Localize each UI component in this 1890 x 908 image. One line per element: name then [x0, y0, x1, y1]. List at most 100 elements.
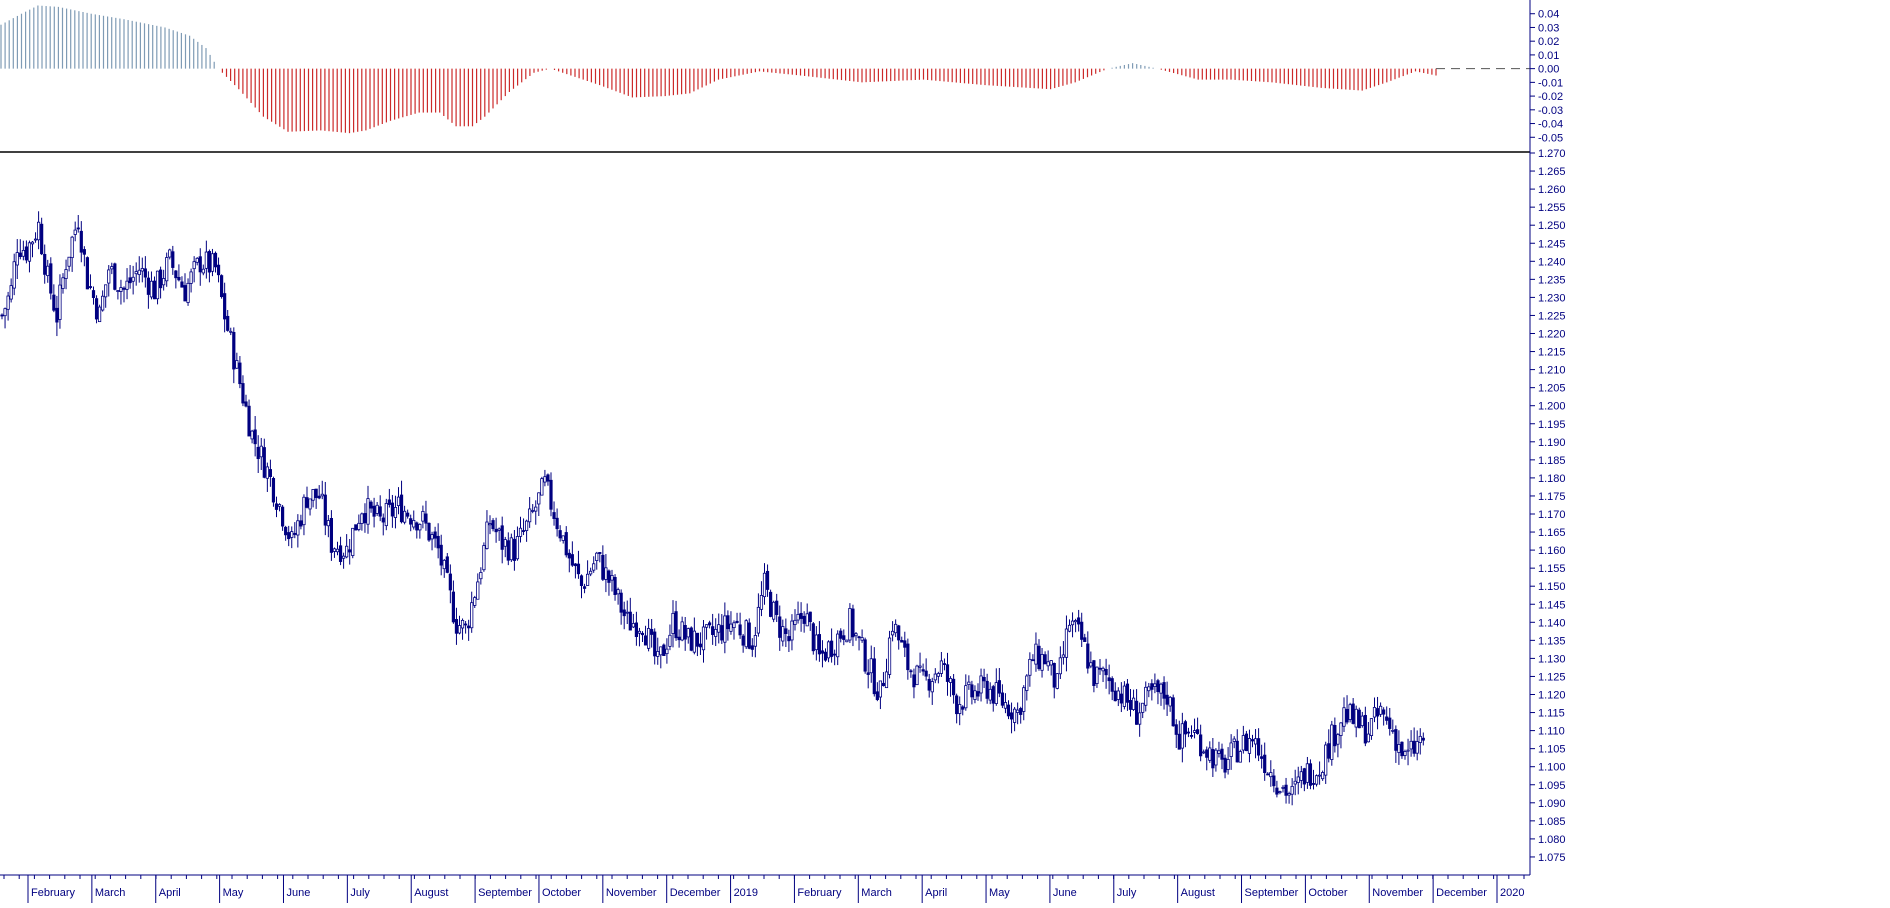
candlestick: [1052, 662, 1056, 699]
candlestick: [0, 313, 4, 320]
candlestick: [1382, 707, 1386, 726]
candlestick: [409, 514, 413, 532]
candlestick: [903, 631, 907, 658]
candlestick: [1415, 730, 1419, 761]
candlestick: [149, 271, 154, 300]
candlestick: [439, 534, 443, 576]
candlestick: [107, 265, 111, 297]
candlestick: [619, 589, 623, 625]
candlestick: [372, 497, 376, 528]
candlestick: [1345, 695, 1349, 725]
candlestick: [848, 603, 852, 644]
candlestick: [875, 682, 879, 702]
candlestick: [1174, 719, 1178, 748]
candlestick: [9, 278, 13, 303]
candlestick: [467, 619, 471, 641]
candlestick: [1086, 631, 1090, 674]
candlestick: [647, 618, 651, 652]
candlestick: [1177, 720, 1181, 750]
candlestick: [88, 274, 93, 290]
x-tick-label: June: [1053, 887, 1077, 899]
candlestick: [1287, 791, 1291, 804]
candlestick: [1406, 738, 1410, 766]
candlestick: [970, 680, 974, 705]
candlestick: [345, 534, 349, 559]
price-y-tick-label: 1.115: [1538, 708, 1565, 720]
x-tick-label: April: [159, 887, 181, 899]
candlestick: [1141, 702, 1145, 719]
candlestick: [1372, 697, 1377, 723]
candlestick: [552, 501, 556, 526]
candlestick: [1385, 706, 1389, 725]
candlestick: [21, 240, 25, 261]
candlestick: [555, 508, 559, 537]
candlestick: [863, 637, 867, 674]
candlestick: [866, 659, 870, 689]
candlestick: [412, 510, 416, 530]
candlestick: [1208, 741, 1212, 763]
candlestick: [802, 611, 806, 633]
candlestick: [1092, 659, 1096, 693]
candlestick: [1409, 730, 1413, 757]
candlestick: [1000, 684, 1005, 709]
candlestick: [991, 684, 995, 712]
candlestick: [351, 527, 355, 559]
candlestick: [1244, 730, 1248, 752]
candlestick: [1211, 737, 1215, 778]
candlestick: [229, 327, 233, 336]
candlestick: [701, 619, 706, 663]
candlestick: [1327, 729, 1331, 763]
candlestick: [906, 638, 910, 680]
oscillator-y-tick-label: 0.04: [1538, 9, 1559, 21]
candlestick: [268, 459, 273, 487]
candlestick: [677, 629, 681, 648]
candlestick: [131, 265, 135, 295]
candlestick: [726, 610, 730, 641]
price-y-tick-label: 1.155: [1538, 563, 1566, 575]
price-y-tick-label: 1.265: [1538, 166, 1566, 178]
candlestick: [15, 239, 19, 280]
price-y-tick-label: 1.210: [1538, 365, 1566, 377]
candlestick: [720, 614, 724, 644]
candlestick: [826, 640, 831, 663]
candlestick: [1064, 615, 1069, 672]
candlestick: [1351, 698, 1355, 725]
candlestick: [598, 552, 602, 563]
candlestick: [314, 488, 318, 509]
candlestick: [79, 221, 83, 263]
candlestick: [631, 613, 635, 629]
x-tick-label: June: [286, 887, 310, 899]
candlestick: [1165, 681, 1169, 716]
candlestick: [1412, 727, 1416, 757]
candlestick: [192, 256, 196, 283]
candlestick: [894, 619, 898, 638]
candlestick: [698, 632, 703, 655]
candlestick: [143, 256, 147, 288]
candlestick: [271, 476, 276, 507]
candlestick: [216, 257, 221, 283]
x-tick-label: November: [606, 887, 657, 899]
candlestick: [1101, 666, 1105, 683]
candlestick: [704, 624, 709, 640]
candlestick: [525, 519, 529, 542]
x-tick-label: September: [1245, 887, 1299, 899]
candlestick: [528, 497, 532, 528]
candlestick: [982, 668, 986, 689]
candlestick: [140, 257, 144, 283]
price-y-tick-label: 1.100: [1538, 762, 1566, 774]
candlestick: [1238, 749, 1242, 763]
x-tick-label: July: [350, 887, 370, 899]
candlestick: [101, 290, 105, 312]
candlestick: [326, 514, 330, 538]
oscillator-y-tick-label: -0.01: [1538, 77, 1563, 89]
candlestick: [463, 621, 468, 634]
candlestick: [668, 624, 672, 651]
candlestick: [1147, 682, 1151, 698]
candlestick: [284, 525, 288, 541]
candlestick: [558, 525, 562, 542]
candlestick: [1083, 633, 1087, 642]
candlestick: [427, 522, 431, 542]
candlestick: [567, 549, 571, 573]
price-y-tick-label: 1.075: [1538, 852, 1566, 864]
candlestick: [1229, 734, 1233, 770]
